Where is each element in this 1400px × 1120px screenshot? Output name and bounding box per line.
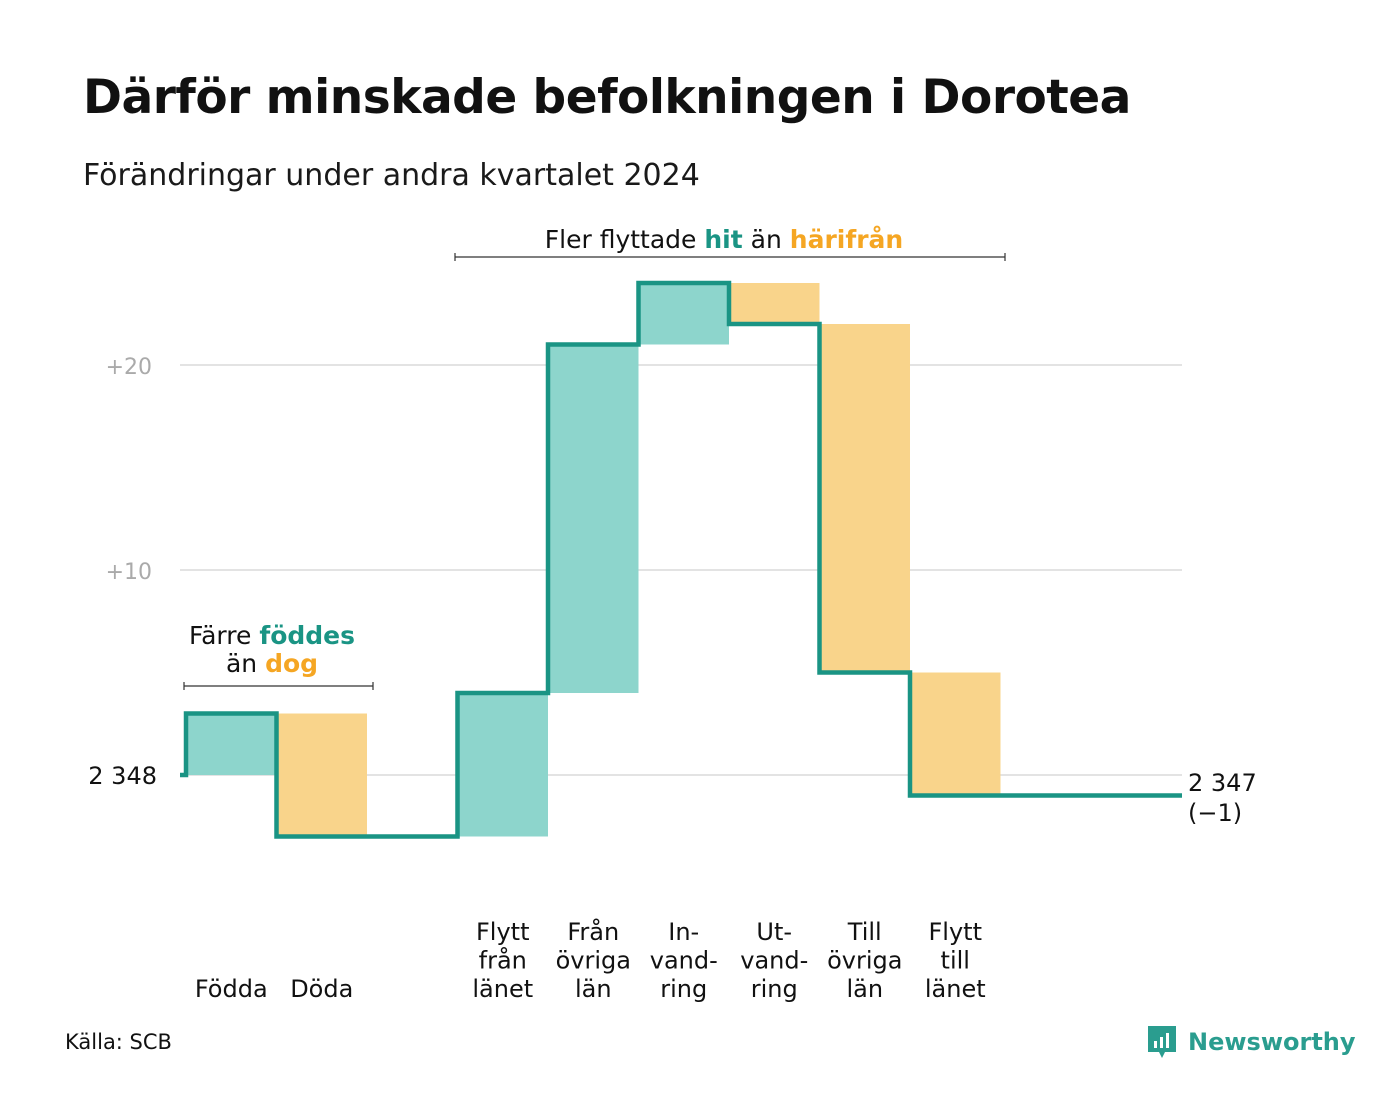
- natural-annotation-foddes: föddes: [259, 621, 355, 650]
- bars: [186, 283, 1001, 837]
- x-category-label: Flytt: [929, 918, 983, 946]
- x-category-label: vand-: [650, 947, 718, 975]
- waterfall-bar: [910, 672, 1001, 796]
- newsworthy-logo-text: Newsworthy: [1188, 1028, 1356, 1056]
- migration-annotation-hit: hit: [704, 225, 742, 254]
- x-category-label: Till: [847, 918, 882, 946]
- y-tick-label: +20: [106, 355, 152, 380]
- x-category-label: vand-: [740, 947, 808, 975]
- x-category-label: län: [846, 975, 883, 1003]
- waterfall-bar: [186, 713, 277, 775]
- natural-annotation-dog: dog: [265, 649, 318, 678]
- x-category-label: ring: [660, 975, 707, 1003]
- natural-annotation: Färre föddes än dog: [183, 621, 374, 690]
- svg-text:Färre föddes: Färre föddes: [189, 621, 355, 650]
- x-category-label: till: [941, 947, 970, 975]
- end-value-label: 2 347: [1188, 769, 1257, 797]
- x-category-label: Födda: [195, 975, 268, 1003]
- y-tick-label: +10: [106, 560, 152, 585]
- waterfall-bar: [548, 344, 639, 693]
- migration-annotation-harifran: härifrån: [790, 225, 903, 254]
- step-line: [180, 280, 1182, 839]
- x-category-label: länet: [925, 975, 986, 1003]
- migration-annotation-than: än: [751, 225, 782, 254]
- chart-subtitle: Förändringar under andra kvartalet 2024: [83, 158, 700, 193]
- x-category-label: från: [479, 946, 527, 975]
- source-note: Källa: SCB: [65, 1030, 172, 1054]
- svg-text:Fler flyttade hit: Fler flyttade hit än härifrån: [545, 225, 903, 254]
- x-category-label: Ut-: [756, 918, 792, 946]
- waterfall-bar: [276, 713, 367, 837]
- newsworthy-logo: Newsworthy: [1146, 1024, 1356, 1060]
- end-change-label: (−1): [1188, 799, 1242, 827]
- running-total-line: [180, 280, 1182, 839]
- x-category-label: Från: [567, 917, 619, 946]
- x-category-label: länet: [472, 975, 533, 1003]
- x-category-label: ring: [751, 975, 798, 1003]
- chart-title: Därför minskade befolkningen i Dorotea: [83, 70, 1131, 125]
- x-category-label: län: [575, 975, 612, 1003]
- newsworthy-logo-icon: [1148, 1026, 1176, 1058]
- start-value-label: 2 348: [88, 762, 157, 790]
- waterfall-bar: [819, 324, 910, 673]
- waterfall-bar: [729, 283, 820, 324]
- x-category-label: Döda: [290, 975, 353, 1003]
- waterfall-bar: [457, 693, 548, 837]
- x-category-label: In-: [668, 918, 699, 946]
- svg-text:än dog: än dog: [226, 649, 318, 678]
- x-category-label: Flytt: [476, 918, 530, 946]
- migration-annotation-text: Fler flyttade: [545, 225, 697, 254]
- migration-annotation: Fler flyttade hit än härifrån: [454, 225, 1006, 261]
- natural-annotation-text: Färre: [189, 621, 251, 650]
- x-category-label: övriga: [827, 947, 902, 975]
- x-category-label: övriga: [556, 947, 631, 975]
- natural-annotation-than: än: [226, 649, 257, 678]
- waterfall-bar: [638, 283, 729, 345]
